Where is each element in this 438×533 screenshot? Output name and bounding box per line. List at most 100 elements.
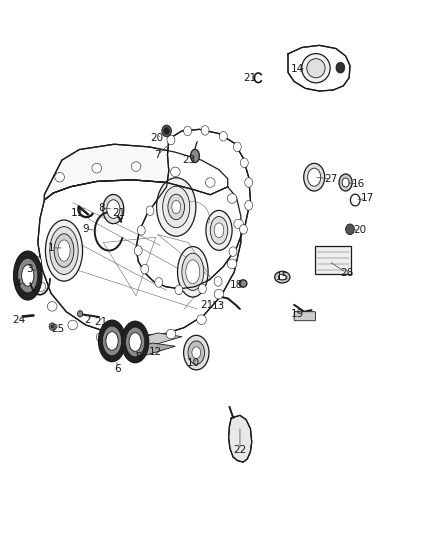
Ellipse shape	[46, 220, 82, 281]
Ellipse shape	[188, 341, 205, 365]
Text: 26: 26	[340, 268, 353, 278]
Ellipse shape	[240, 158, 248, 167]
Text: 2: 2	[84, 314, 91, 325]
Text: 23: 23	[183, 155, 196, 165]
Ellipse shape	[234, 219, 244, 229]
Ellipse shape	[138, 225, 145, 235]
Ellipse shape	[92, 164, 102, 173]
Ellipse shape	[134, 246, 142, 255]
FancyBboxPatch shape	[294, 312, 315, 321]
Text: 20: 20	[353, 225, 366, 236]
Polygon shape	[38, 180, 241, 336]
Ellipse shape	[191, 149, 199, 163]
Ellipse shape	[227, 193, 237, 203]
Ellipse shape	[172, 200, 180, 214]
Ellipse shape	[167, 135, 175, 145]
Ellipse shape	[129, 333, 141, 351]
Ellipse shape	[304, 164, 325, 191]
Ellipse shape	[177, 247, 208, 297]
Ellipse shape	[184, 335, 209, 370]
Text: 21: 21	[243, 73, 256, 83]
Ellipse shape	[206, 211, 232, 251]
Ellipse shape	[192, 347, 201, 359]
Ellipse shape	[302, 54, 330, 83]
Ellipse shape	[146, 206, 154, 215]
Ellipse shape	[214, 277, 222, 286]
Ellipse shape	[162, 125, 171, 137]
Ellipse shape	[210, 216, 228, 244]
Ellipse shape	[131, 162, 141, 171]
Polygon shape	[136, 130, 251, 289]
Ellipse shape	[279, 274, 286, 280]
Text: 27: 27	[324, 174, 337, 184]
Ellipse shape	[141, 264, 149, 274]
Ellipse shape	[205, 177, 215, 187]
Ellipse shape	[162, 186, 190, 228]
Ellipse shape	[103, 195, 124, 224]
Ellipse shape	[21, 265, 34, 286]
Ellipse shape	[126, 327, 145, 357]
Text: 8: 8	[98, 203, 104, 213]
Ellipse shape	[182, 253, 204, 290]
Ellipse shape	[219, 132, 227, 141]
Ellipse shape	[36, 282, 46, 292]
Text: 24: 24	[12, 314, 26, 325]
Ellipse shape	[175, 285, 183, 295]
Text: 15: 15	[276, 272, 289, 282]
Text: 18: 18	[230, 280, 243, 290]
Ellipse shape	[122, 321, 149, 363]
Ellipse shape	[166, 329, 176, 339]
Ellipse shape	[18, 259, 38, 293]
Ellipse shape	[184, 126, 191, 136]
Text: 10: 10	[187, 358, 200, 368]
Ellipse shape	[106, 332, 118, 350]
Text: 6: 6	[114, 364, 121, 374]
Ellipse shape	[54, 234, 74, 267]
Text: 16: 16	[352, 179, 365, 189]
Ellipse shape	[96, 333, 106, 342]
Ellipse shape	[131, 335, 141, 345]
Ellipse shape	[275, 271, 290, 283]
Ellipse shape	[55, 172, 64, 182]
Ellipse shape	[49, 323, 55, 330]
Ellipse shape	[164, 128, 169, 134]
Polygon shape	[125, 333, 182, 346]
Ellipse shape	[14, 251, 42, 300]
Text: 22: 22	[233, 445, 247, 455]
Text: 12: 12	[149, 346, 162, 357]
Ellipse shape	[107, 200, 120, 219]
Ellipse shape	[227, 259, 237, 269]
Ellipse shape	[50, 227, 78, 274]
Ellipse shape	[99, 320, 126, 362]
Ellipse shape	[47, 302, 57, 311]
Ellipse shape	[198, 284, 206, 294]
Ellipse shape	[197, 315, 206, 325]
Ellipse shape	[186, 260, 200, 284]
Ellipse shape	[239, 280, 247, 287]
Polygon shape	[229, 415, 252, 462]
Ellipse shape	[346, 224, 354, 235]
Text: 20: 20	[150, 133, 163, 143]
Ellipse shape	[245, 200, 253, 210]
Ellipse shape	[68, 320, 78, 330]
Ellipse shape	[102, 326, 122, 356]
Ellipse shape	[336, 62, 345, 73]
Ellipse shape	[78, 311, 83, 317]
Ellipse shape	[233, 142, 241, 152]
Text: 11: 11	[71, 208, 84, 219]
Text: 9: 9	[82, 224, 89, 235]
Text: 25: 25	[51, 324, 64, 334]
Ellipse shape	[339, 174, 352, 191]
FancyBboxPatch shape	[315, 246, 351, 274]
Text: 4: 4	[14, 279, 21, 288]
Ellipse shape	[214, 223, 224, 238]
Ellipse shape	[170, 167, 180, 176]
Ellipse shape	[229, 247, 237, 256]
Polygon shape	[288, 45, 350, 91]
Polygon shape	[44, 144, 228, 200]
Ellipse shape	[240, 224, 247, 234]
Text: 21: 21	[200, 300, 213, 310]
Ellipse shape	[155, 278, 162, 287]
Text: 21: 21	[95, 317, 108, 327]
Text: 5: 5	[135, 352, 141, 362]
